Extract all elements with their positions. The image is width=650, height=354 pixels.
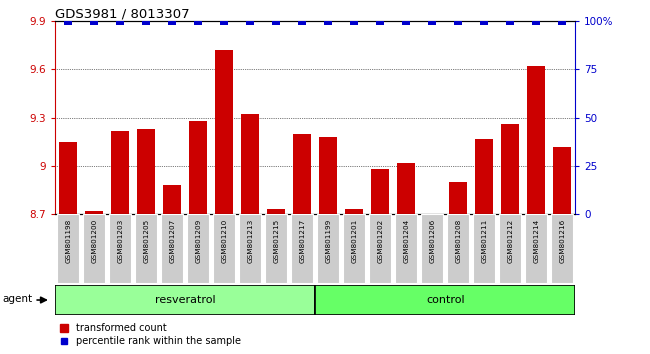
Point [531, 18, 541, 24]
Bar [55, 285, 315, 315]
Bar [293, 134, 311, 214]
Bar [315, 285, 575, 315]
Point [401, 18, 411, 24]
Point [375, 18, 385, 24]
Text: GSM801210: GSM801210 [221, 219, 228, 263]
Text: GSM801198: GSM801198 [65, 219, 72, 263]
Bar [163, 185, 181, 214]
Bar [345, 209, 363, 214]
FancyBboxPatch shape [239, 214, 261, 283]
Text: GSM801217: GSM801217 [299, 219, 305, 263]
FancyBboxPatch shape [369, 214, 391, 283]
Text: GSM801213: GSM801213 [247, 219, 254, 263]
Point [453, 18, 463, 24]
Point [349, 18, 359, 24]
Text: GSM801215: GSM801215 [273, 219, 280, 263]
Bar [501, 124, 519, 214]
Bar [319, 137, 337, 214]
Text: GSM801202: GSM801202 [377, 219, 384, 263]
Text: GSM801203: GSM801203 [117, 219, 124, 263]
Text: GSM801200: GSM801200 [91, 219, 98, 263]
Bar [59, 142, 77, 214]
Bar [527, 66, 545, 214]
FancyBboxPatch shape [343, 214, 365, 283]
FancyBboxPatch shape [447, 214, 469, 283]
Point [89, 18, 99, 24]
Bar [449, 182, 467, 214]
Point [505, 18, 515, 24]
Text: GSM801205: GSM801205 [143, 219, 150, 263]
FancyBboxPatch shape [551, 214, 573, 283]
Text: GSM801208: GSM801208 [455, 219, 461, 263]
Bar [241, 114, 259, 214]
Bar [85, 211, 103, 214]
Legend: transformed count, percentile rank within the sample: transformed count, percentile rank withi… [60, 324, 240, 346]
Point [245, 18, 255, 24]
Bar [475, 139, 493, 214]
Point [427, 18, 437, 24]
Text: GSM801216: GSM801216 [559, 219, 566, 263]
Point [141, 18, 151, 24]
Text: control: control [426, 295, 465, 305]
Point [219, 18, 229, 24]
Point [323, 18, 333, 24]
Text: agent: agent [3, 293, 33, 303]
Bar [215, 50, 233, 214]
Bar [189, 121, 207, 214]
Bar [137, 129, 155, 214]
FancyBboxPatch shape [83, 214, 105, 283]
FancyBboxPatch shape [473, 214, 495, 283]
Bar [397, 163, 415, 214]
FancyBboxPatch shape [265, 214, 287, 283]
Text: resveratrol: resveratrol [155, 295, 216, 305]
Text: GDS3981 / 8013307: GDS3981 / 8013307 [55, 7, 190, 20]
Text: GSM801209: GSM801209 [195, 219, 202, 263]
FancyBboxPatch shape [109, 214, 131, 283]
Point [115, 18, 125, 24]
FancyBboxPatch shape [421, 214, 443, 283]
Point [271, 18, 281, 24]
FancyBboxPatch shape [317, 214, 339, 283]
Point [167, 18, 177, 24]
Text: GSM801214: GSM801214 [533, 219, 540, 263]
Bar [267, 209, 285, 214]
FancyBboxPatch shape [57, 214, 79, 283]
FancyBboxPatch shape [291, 214, 313, 283]
Point [193, 18, 203, 24]
FancyBboxPatch shape [135, 214, 157, 283]
FancyBboxPatch shape [161, 214, 183, 283]
FancyBboxPatch shape [187, 214, 209, 283]
Bar [371, 169, 389, 214]
Text: GSM801207: GSM801207 [169, 219, 176, 263]
Point [63, 18, 73, 24]
FancyBboxPatch shape [525, 214, 547, 283]
FancyBboxPatch shape [395, 214, 417, 283]
Text: GSM801211: GSM801211 [481, 219, 488, 263]
Bar [111, 131, 129, 214]
Text: GSM801212: GSM801212 [507, 219, 514, 263]
FancyBboxPatch shape [499, 214, 521, 283]
Point [479, 18, 489, 24]
Point [557, 18, 567, 24]
Text: GSM801204: GSM801204 [403, 219, 410, 263]
FancyBboxPatch shape [213, 214, 235, 283]
Point [297, 18, 307, 24]
Bar [423, 214, 441, 217]
Text: GSM801201: GSM801201 [351, 219, 358, 263]
Text: GSM801199: GSM801199 [325, 219, 332, 263]
Bar [553, 147, 571, 214]
Text: GSM801206: GSM801206 [429, 219, 436, 263]
